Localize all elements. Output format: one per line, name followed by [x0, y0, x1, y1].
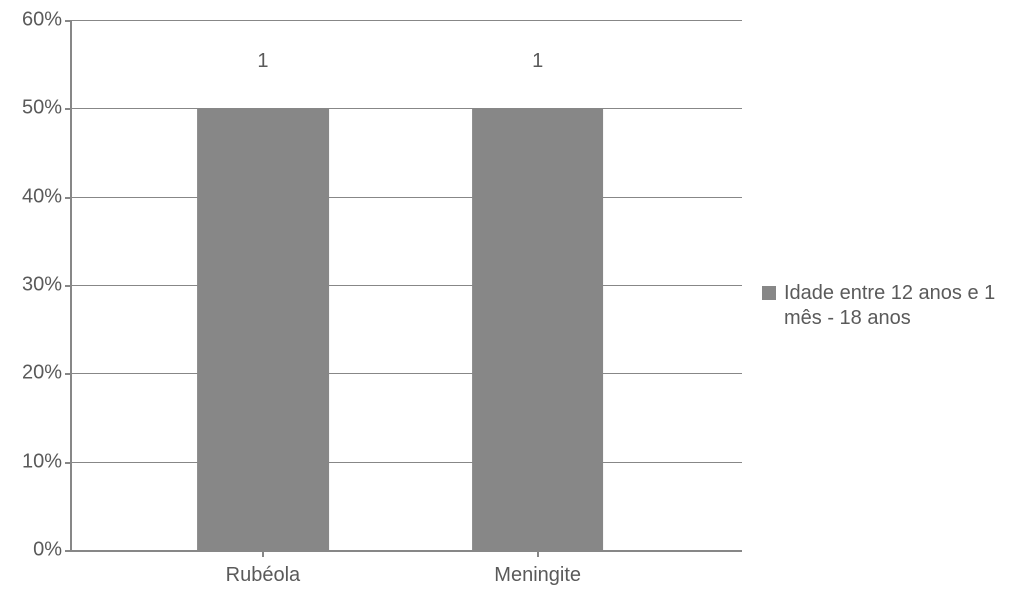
bar-value-label: 1 — [532, 50, 543, 79]
y-axis-tick-mark — [65, 550, 72, 552]
bar — [472, 108, 604, 550]
y-axis-tick-mark — [65, 462, 72, 464]
bar-slot: 1Meningite — [400, 20, 675, 550]
bar — [197, 108, 329, 550]
plot-area: 0%10%20%30%40%50%60%1Rubéola1Meningite — [70, 20, 742, 552]
legend: Idade entre 12 anos e 1 mês - 18 anos — [762, 0, 1022, 612]
y-axis-tick-mark — [65, 108, 72, 110]
legend-swatch-icon — [762, 286, 776, 300]
plot-inner: 0%10%20%30%40%50%60%1Rubéola1Meningite — [70, 20, 742, 552]
y-axis-tick-mark — [65, 285, 72, 287]
x-axis-tick-mark — [262, 550, 264, 557]
y-axis-tick-mark — [65, 197, 72, 199]
y-axis-tick-mark — [65, 20, 72, 22]
bar-value-label: 1 — [257, 50, 268, 79]
legend-item: Idade entre 12 anos e 1 mês - 18 anos — [762, 281, 1002, 331]
chart-container: 0%10%20%30%40%50%60%1Rubéola1Meningite I… — [0, 0, 1022, 612]
legend-label: Idade entre 12 anos e 1 mês - 18 anos — [784, 281, 1002, 331]
bars-row: 1Rubéola1Meningite — [72, 20, 742, 550]
plot-region: 0%10%20%30%40%50%60%1Rubéola1Meningite — [0, 0, 762, 612]
bar-slot: 1Rubéola — [126, 20, 401, 550]
y-axis-tick-mark — [65, 373, 72, 375]
x-axis-tick-mark — [537, 550, 539, 557]
